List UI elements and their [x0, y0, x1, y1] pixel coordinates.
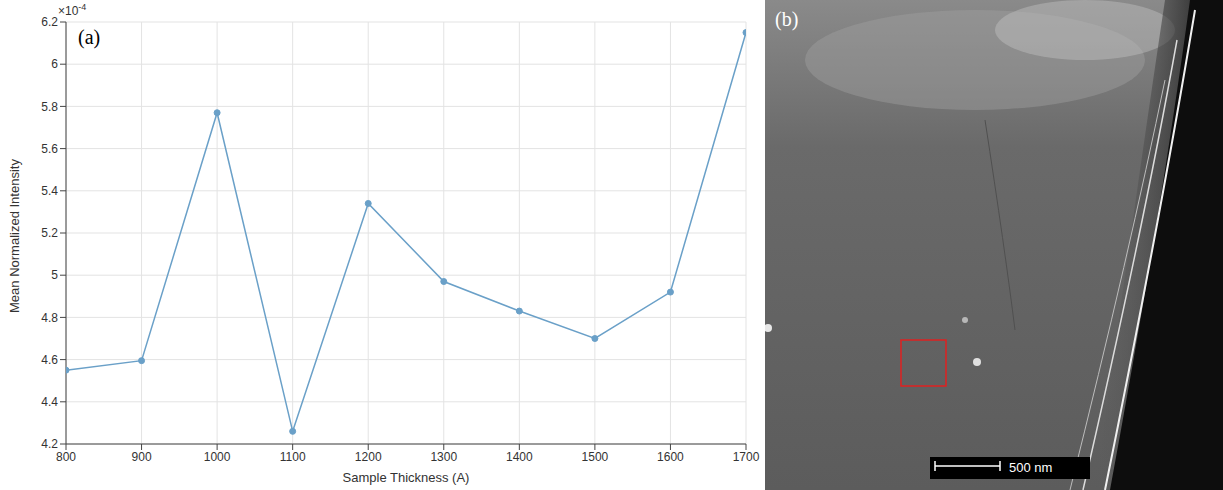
- svg-text:1400: 1400: [506, 450, 533, 464]
- svg-text:6: 6: [51, 57, 58, 71]
- svg-text:1600: 1600: [657, 450, 684, 464]
- svg-text:(b): (b): [775, 8, 798, 31]
- svg-text:4.2: 4.2: [41, 437, 58, 451]
- html-text:×10-4: ×10-4: [58, 2, 87, 18]
- svg-text:1200: 1200: [355, 450, 382, 464]
- svg-text:5.8: 5.8: [41, 100, 58, 114]
- svg-text:900: 900: [132, 450, 152, 464]
- svg-text:5.6: 5.6: [41, 142, 58, 156]
- svg-text:1500: 1500: [582, 450, 609, 464]
- svg-text:1000: 1000: [204, 450, 231, 464]
- svg-text:6.2: 6.2: [41, 15, 58, 29]
- svg-text:5: 5: [51, 268, 58, 282]
- svg-text:1700: 1700: [733, 450, 760, 464]
- svg-text:4.4: 4.4: [41, 395, 58, 409]
- html-text:(a): (a): [78, 26, 101, 48]
- svg-text:800: 800: [56, 450, 76, 464]
- svg-text:5.2: 5.2: [41, 226, 58, 240]
- svg-text:Sample Thickness (A): Sample Thickness (A): [343, 470, 470, 485]
- svg-text:4.6: 4.6: [41, 353, 58, 367]
- svg-text:1300: 1300: [430, 450, 457, 464]
- svg-text:500 nm: 500 nm: [1009, 460, 1052, 475]
- svg-text:4.8: 4.8: [41, 311, 58, 325]
- svg-text:1100: 1100: [280, 450, 306, 464]
- svg-text:5.4: 5.4: [41, 184, 58, 198]
- svg-text:Mean Normalized Intensity: Mean Normalized Intensity: [7, 159, 22, 313]
